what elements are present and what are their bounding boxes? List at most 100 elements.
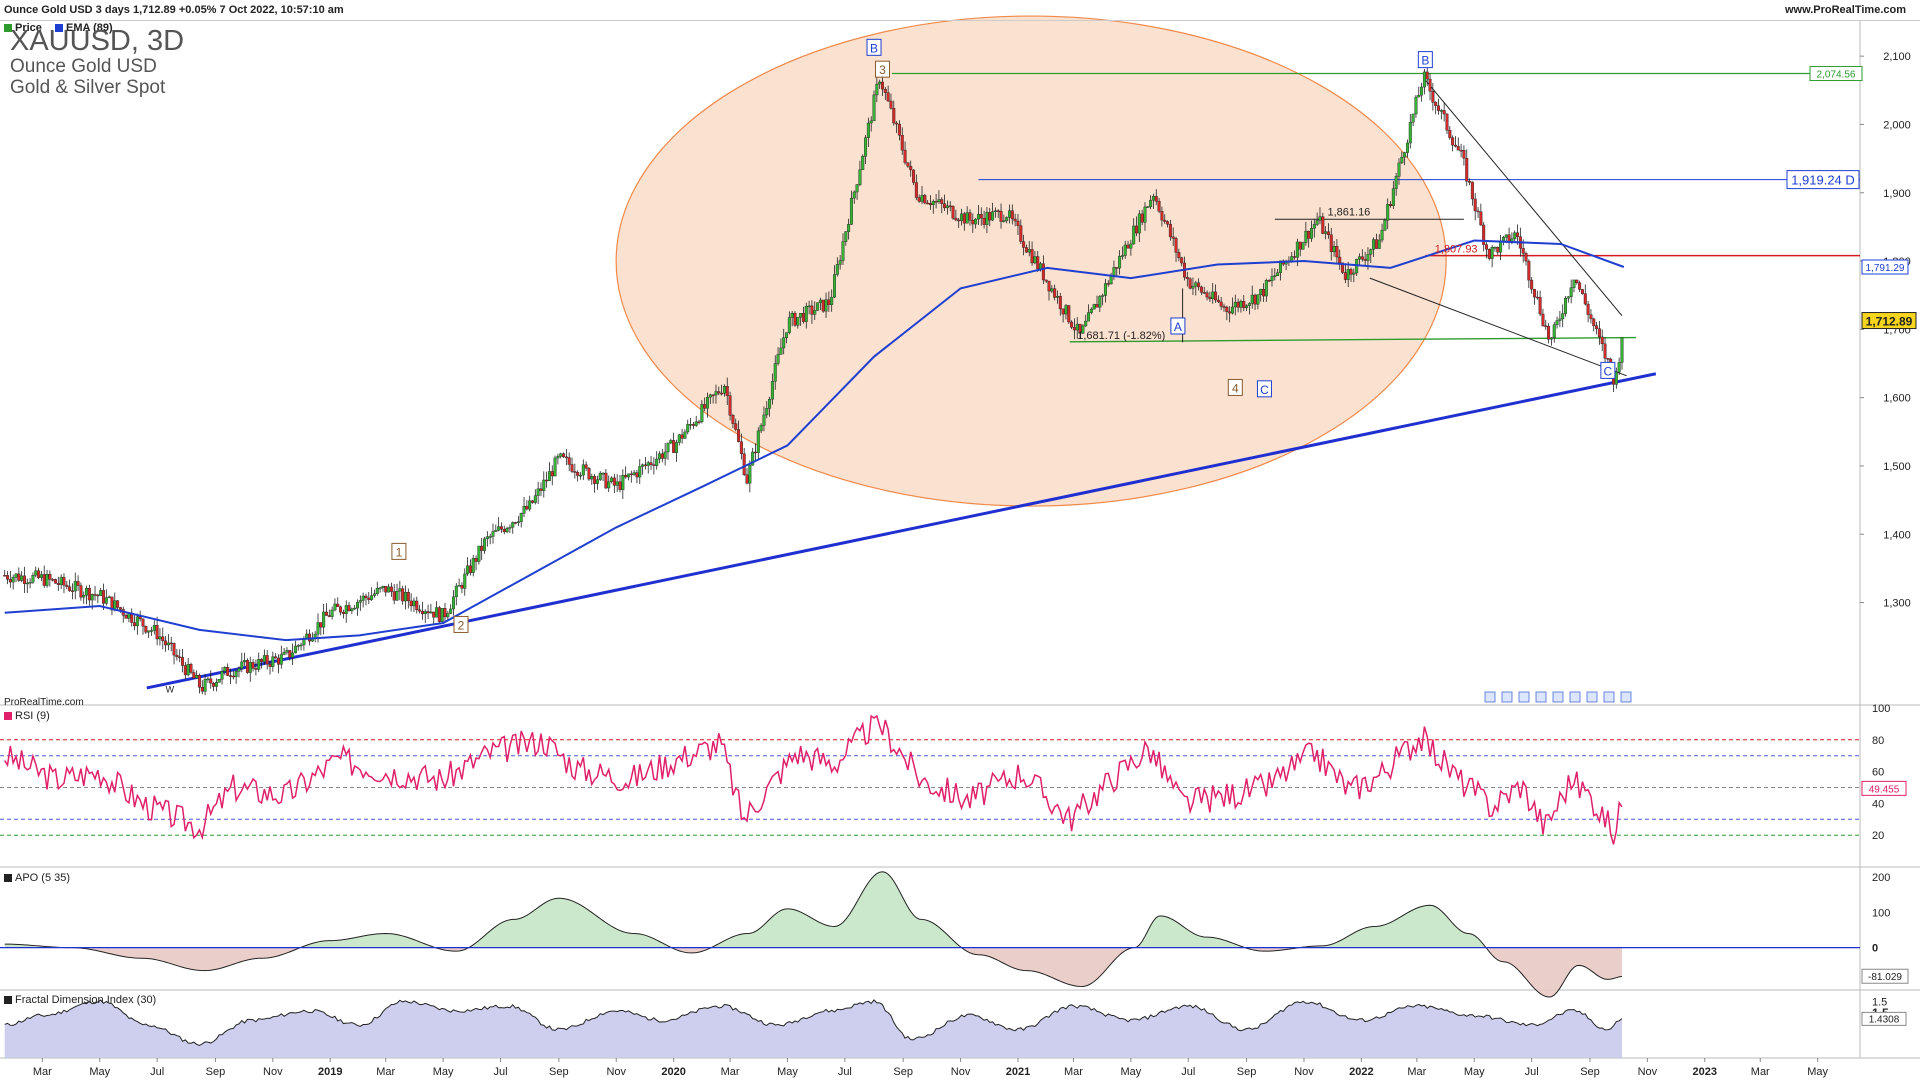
xtick-label: Sep (1237, 1066, 1257, 1078)
candle (638, 466, 642, 478)
candle (1535, 296, 1539, 299)
candle (282, 651, 286, 655)
candle (1504, 234, 1508, 238)
candle (584, 464, 588, 469)
candle (923, 195, 927, 204)
fdi-ytick-label: 1.5 (1872, 996, 1887, 1008)
candle (1293, 256, 1297, 258)
fdi-last-box (1861, 1011, 1907, 1026)
candle (339, 606, 343, 613)
candle (118, 607, 122, 610)
candle (418, 609, 422, 612)
candle (370, 595, 374, 601)
candle (1422, 71, 1426, 88)
candle (364, 595, 368, 599)
candle (1490, 247, 1494, 259)
rsi-panel-label[interactable]: RSI (9) (4, 710, 50, 722)
wave-label-c2: C (1604, 364, 1613, 378)
legend-price[interactable]: Price (4, 22, 42, 34)
xtick-label: Jul (838, 1066, 852, 1078)
candle (316, 622, 320, 635)
candle (34, 570, 38, 576)
candle (1513, 232, 1517, 240)
price-ytick-label: 2,000 (1883, 119, 1911, 131)
candle (1366, 254, 1370, 261)
candle (1233, 301, 1237, 308)
apo-panel-label[interactable]: APO (5 35) (4, 872, 70, 884)
wave-label-b1: B (870, 41, 878, 55)
candle (666, 442, 670, 453)
wave-label-c2-box (1600, 361, 1616, 379)
candle (1106, 283, 1110, 285)
xtick-label: Nov (1638, 1066, 1658, 1078)
candle (948, 205, 952, 208)
candle (858, 169, 862, 185)
candle (1143, 206, 1147, 223)
candle (598, 473, 602, 480)
candle (20, 575, 24, 581)
candle (511, 522, 515, 528)
candle (604, 472, 608, 489)
candle (742, 453, 746, 475)
candle (251, 662, 255, 669)
xtick-label: Jul (493, 1066, 507, 1078)
xtick-label: Nov (1294, 1066, 1314, 1078)
candle (37, 570, 41, 578)
candle (1442, 110, 1446, 115)
candle (697, 421, 701, 423)
fdi-panel-label[interactable]: Fractal Dimension Index (30) (4, 994, 156, 1006)
ema-last-box (1861, 259, 1909, 275)
candle (601, 472, 605, 475)
candle (1095, 304, 1099, 308)
candle (1349, 269, 1353, 275)
candle (99, 590, 103, 596)
candle (1363, 258, 1367, 261)
candle (999, 210, 1003, 222)
site-link[interactable]: www.ProRealTime.com (1784, 4, 1906, 16)
candle (51, 579, 55, 581)
candle (618, 481, 622, 490)
candle (587, 467, 591, 480)
tool-icon (1603, 691, 1615, 703)
candle (1541, 313, 1545, 326)
candle (799, 312, 803, 318)
candle (229, 675, 233, 677)
candle (1135, 225, 1139, 234)
candle (652, 464, 656, 466)
candle (590, 476, 594, 480)
support-trendline (146, 372, 1657, 690)
candle (1620, 337, 1624, 363)
candle (31, 575, 35, 583)
candle (1151, 195, 1155, 201)
rsi-ytick-label: 60 (1872, 767, 1884, 779)
candle (1448, 129, 1452, 138)
top-level-value: 2,074.56 (1817, 70, 1856, 81)
candle (725, 386, 729, 396)
ema-last-value: 1,791.29 (1866, 263, 1905, 274)
candle (1149, 199, 1153, 207)
candle (1405, 142, 1409, 153)
candle (1459, 149, 1463, 152)
candle (82, 595, 86, 598)
legend-ema[interactable]: EMA (89) (54, 22, 113, 34)
candle (231, 675, 235, 678)
candle (1222, 306, 1226, 308)
candle (804, 306, 808, 322)
candle (449, 608, 453, 614)
tool-icon (1484, 691, 1496, 703)
wave-label-3: 3 (879, 63, 886, 77)
candle (1214, 291, 1218, 301)
candle (1575, 279, 1579, 283)
candle (954, 217, 958, 221)
candle (1400, 156, 1404, 164)
candle (759, 425, 763, 432)
candle (1479, 211, 1483, 226)
rsi-ytick-label: 80 (1872, 735, 1884, 747)
candle (1174, 238, 1178, 253)
candle (1572, 279, 1576, 288)
candle (1058, 296, 1062, 310)
candle (1024, 247, 1028, 253)
candle (1089, 308, 1093, 313)
candle (1264, 280, 1268, 297)
candle (1211, 291, 1215, 300)
